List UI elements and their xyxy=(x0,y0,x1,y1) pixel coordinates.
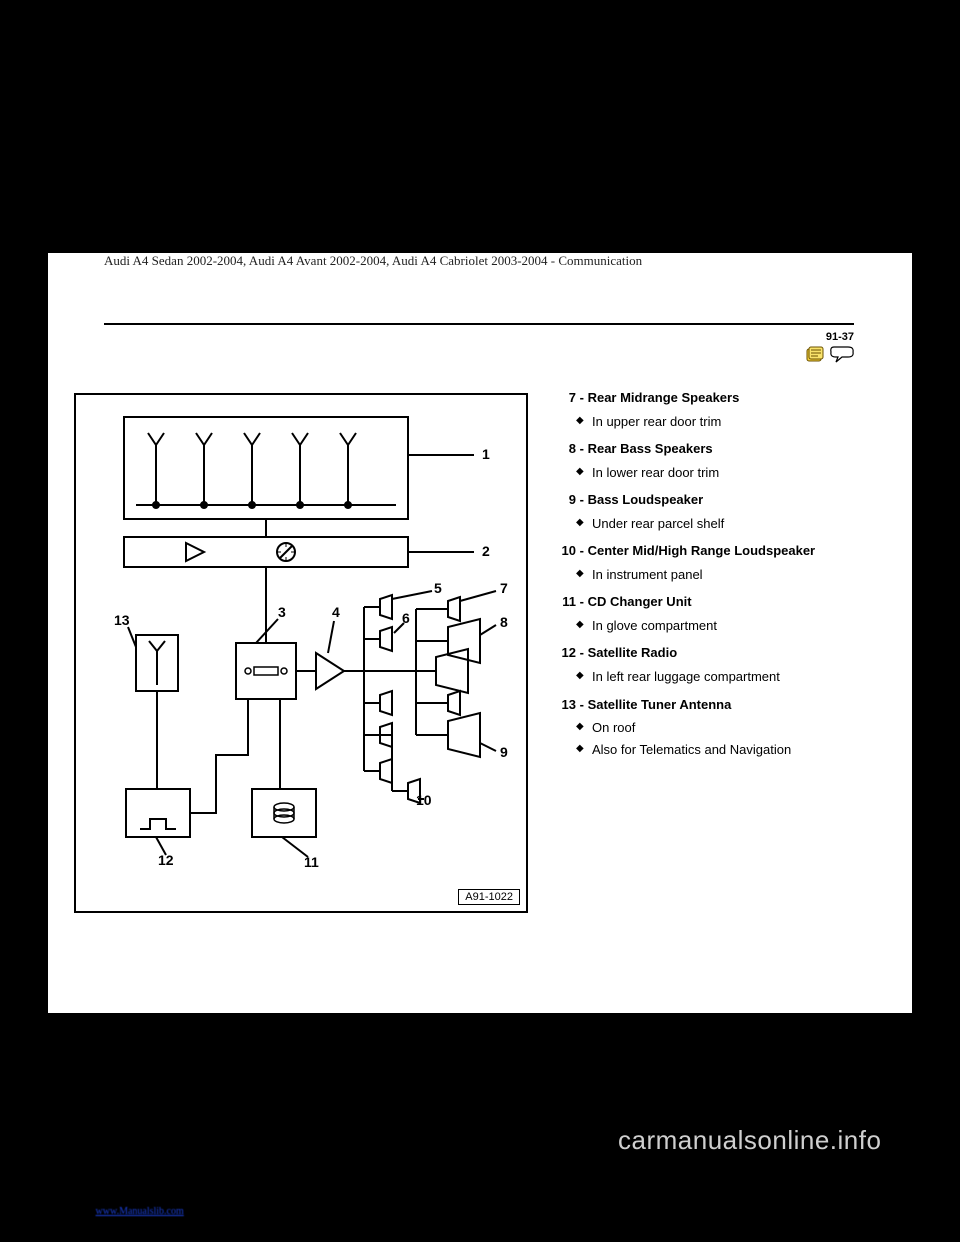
note-icon xyxy=(806,346,826,362)
item-subpoint: In upper rear door trim xyxy=(592,413,894,431)
watermark: carmanualsonline.info xyxy=(618,1125,881,1156)
svg-text:12: 12 xyxy=(158,852,174,868)
page: Audi A4 Sedan 2002-2004, Audi A4 Avant 2… xyxy=(48,253,912,1013)
svg-text:13: 13 xyxy=(114,612,130,628)
item-title: Center Mid/High Range Loudspeaker xyxy=(588,543,816,558)
item-sublist: On roof Also for Telematics and Navigatio… xyxy=(554,719,894,758)
svg-text:9: 9 xyxy=(500,744,508,760)
item-sublist: In instrument panel xyxy=(554,566,894,584)
svg-text:8: 8 xyxy=(500,614,508,630)
item-9: 9 - Bass Loudspeaker xyxy=(554,491,894,509)
footer-link[interactable]: www.Manualslib.com xyxy=(96,1206,184,1217)
header-icons xyxy=(806,345,854,363)
item-number: 9 xyxy=(554,491,576,509)
item-sublist: In glove compartment xyxy=(554,617,894,635)
figure-label: A91-1022 xyxy=(458,889,520,905)
doc-header: Audi A4 Sedan 2002-2004, Audi A4 Avant 2… xyxy=(104,253,642,269)
item-7: 7 - Rear Midrange Speakers xyxy=(554,389,894,407)
item-sublist: Under rear parcel shelf xyxy=(554,515,894,533)
header-rule xyxy=(104,323,854,325)
svg-text:1: 1 xyxy=(482,446,490,462)
item-number: 12 xyxy=(554,644,576,662)
item-subpoint: On roof xyxy=(592,719,894,737)
item-number: 11 xyxy=(554,593,576,611)
item-12: 12 - Satellite Radio xyxy=(554,644,894,662)
svg-text:4: 4 xyxy=(332,604,340,620)
item-13: 13 - Satellite Tuner Antenna xyxy=(554,696,894,714)
item-title: CD Changer Unit xyxy=(588,594,692,609)
svg-text:7: 7 xyxy=(500,580,508,596)
item-subpoint: Also for Telematics and Navigation xyxy=(592,741,894,759)
item-list: 7 - Rear Midrange Speakers In upper rear … xyxy=(554,389,894,762)
item-sublist: In left rear luggage compartment xyxy=(554,668,894,686)
item-subpoint: In instrument panel xyxy=(592,566,894,584)
item-10: 10 - Center Mid/High Range Loudspeaker xyxy=(554,542,894,560)
item-subpoint: In lower rear door trim xyxy=(592,464,894,482)
item-sublist: In lower rear door trim xyxy=(554,464,894,482)
svg-text:6: 6 xyxy=(402,610,410,626)
item-subpoint: In left rear luggage compartment xyxy=(592,668,894,686)
item-number: 8 xyxy=(554,440,576,458)
footer-trail: manuals search engine xyxy=(186,1206,277,1217)
svg-text:3: 3 xyxy=(278,604,286,620)
footer-download: Downloaded from www.Manualslib.com manua… xyxy=(20,1206,277,1217)
component-diagram: 1 2 3 4 5 6 7 8 9 10 11 12 13 A91-1022 xyxy=(74,393,528,913)
item-title: Rear Midrange Speakers xyxy=(588,390,740,405)
item-8: 8 - Rear Bass Speakers xyxy=(554,440,894,458)
item-number: 7 xyxy=(554,389,576,407)
footer-prefix: Downloaded from xyxy=(20,1206,93,1217)
item-title: Bass Loudspeaker xyxy=(588,492,704,507)
item-11: 11 - CD Changer Unit xyxy=(554,593,894,611)
item-number: 10 xyxy=(554,542,576,560)
svg-text:10: 10 xyxy=(416,792,432,808)
item-sublist: In upper rear door trim xyxy=(554,413,894,431)
item-title: Satellite Tuner Antenna xyxy=(588,697,732,712)
item-title: Satellite Radio xyxy=(588,645,678,660)
item-subpoint: In glove compartment xyxy=(592,617,894,635)
item-number: 13 xyxy=(554,696,576,714)
svg-text:11: 11 xyxy=(304,854,319,870)
diagram-svg: 1 2 3 4 5 6 7 8 9 10 11 12 13 xyxy=(76,395,526,911)
svg-text:2: 2 xyxy=(482,543,490,559)
item-title: Rear Bass Speakers xyxy=(588,441,713,456)
speech-bubble-icon xyxy=(830,345,854,363)
svg-text:5: 5 xyxy=(434,580,442,596)
item-subpoint: Under rear parcel shelf xyxy=(592,515,894,533)
page-number: 91-37 xyxy=(826,331,854,343)
